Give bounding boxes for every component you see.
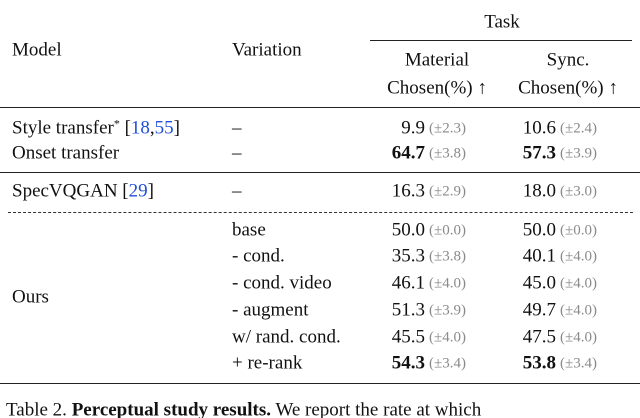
caption-label: Table 2. (6, 399, 67, 418)
caption-text: We report the rate at which (275, 399, 482, 418)
cell-ci: (±3.9) (429, 302, 466, 319)
model-name: Ours (12, 286, 49, 307)
cell-ci: (±0.0) (560, 222, 597, 239)
model-name: Style transfer* [18,55] (12, 116, 180, 139)
cell-value: 57.3 (522, 142, 556, 164)
variation: - augment (232, 299, 309, 321)
variation: – (232, 142, 242, 164)
header-model: Model (12, 39, 62, 61)
model-text: Onset transfer (12, 142, 120, 164)
cell-ci: (±4.0) (560, 248, 597, 265)
cell-value: 10.6 (522, 117, 556, 139)
rule (0, 172, 640, 173)
model-text: [ (119, 117, 131, 139)
model-text: * (113, 116, 120, 131)
model-text: ] (147, 180, 154, 202)
citation: 55 (154, 117, 174, 139)
cell-value: 45.5 (391, 326, 425, 348)
cell-value: 9.9 (401, 117, 425, 139)
cell-value: 50.0 (522, 219, 556, 241)
variation: base (232, 219, 266, 241)
cell-value: 64.7 (391, 142, 425, 164)
cell-value: 47.5 (522, 326, 556, 348)
column-metric: Chosen(%) ↑ (518, 77, 618, 99)
dashed-rule (8, 212, 633, 213)
model-text: Style transfer (12, 117, 114, 139)
variation: – (232, 117, 242, 139)
model-text: ] (173, 117, 180, 139)
cell-value: 53.8 (522, 352, 556, 374)
variation: - cond. video (232, 272, 332, 294)
cell-ci: (±4.0) (429, 275, 466, 292)
cell-ci: (±4.0) (560, 275, 597, 292)
cell-ci: (±3.4) (560, 355, 597, 372)
model-name: SpecVQGAN [29] (12, 182, 154, 201)
cell-ci: (±4.0) (429, 329, 466, 346)
model-name: Onset transfer (12, 144, 119, 163)
rule (0, 383, 640, 384)
cell-ci: (±3.0) (560, 183, 597, 200)
cell-value: 50.0 (391, 219, 425, 241)
cell-value: 40.1 (522, 245, 556, 267)
cell-value: 16.3 (391, 180, 425, 202)
variation: – (232, 180, 242, 202)
variation: + re-rank (232, 352, 303, 374)
model-text: , (149, 117, 155, 139)
cell-ci: (±2.3) (429, 120, 466, 137)
header-variation: Variation (232, 39, 302, 61)
caption: Table 2. Perceptual study results. We re… (6, 401, 481, 418)
cell-ci: (±3.8) (429, 248, 466, 265)
cell-ci: (±4.0) (560, 302, 597, 319)
cell-value: 45.0 (522, 272, 556, 294)
cell-ci: (±4.0) (560, 329, 597, 346)
cell-value: 46.1 (391, 272, 425, 294)
column-name: Sync. (546, 49, 590, 71)
cell-ci: (±2.9) (429, 183, 466, 200)
rule (0, 107, 640, 108)
cell-ci: (±3.4) (429, 355, 466, 372)
cell-value: 54.3 (391, 352, 425, 374)
column-name: Material (404, 49, 470, 71)
caption-title: Perceptual study results. (71, 399, 272, 418)
cell-ci: (±3.9) (560, 145, 597, 162)
cell-ci: (±0.0) (429, 222, 466, 239)
cell-ci: (±3.8) (429, 145, 466, 162)
variation: w/ rand. cond. (232, 326, 341, 348)
cell-value: 35.3 (391, 245, 425, 267)
citation: 29 (128, 180, 148, 202)
model-text: SpecVQGAN [ (12, 180, 129, 202)
cell-ci: (±2.4) (560, 120, 597, 137)
header-task: Task (484, 11, 520, 33)
cell-value: 49.7 (522, 299, 556, 321)
cell-value: 18.0 (522, 180, 556, 202)
citation: 18 (130, 117, 150, 139)
cell-value: 51.3 (391, 299, 425, 321)
task-rule (370, 40, 632, 41)
column-metric: Chosen(%) ↑ (387, 77, 487, 99)
variation: - cond. (232, 245, 285, 267)
